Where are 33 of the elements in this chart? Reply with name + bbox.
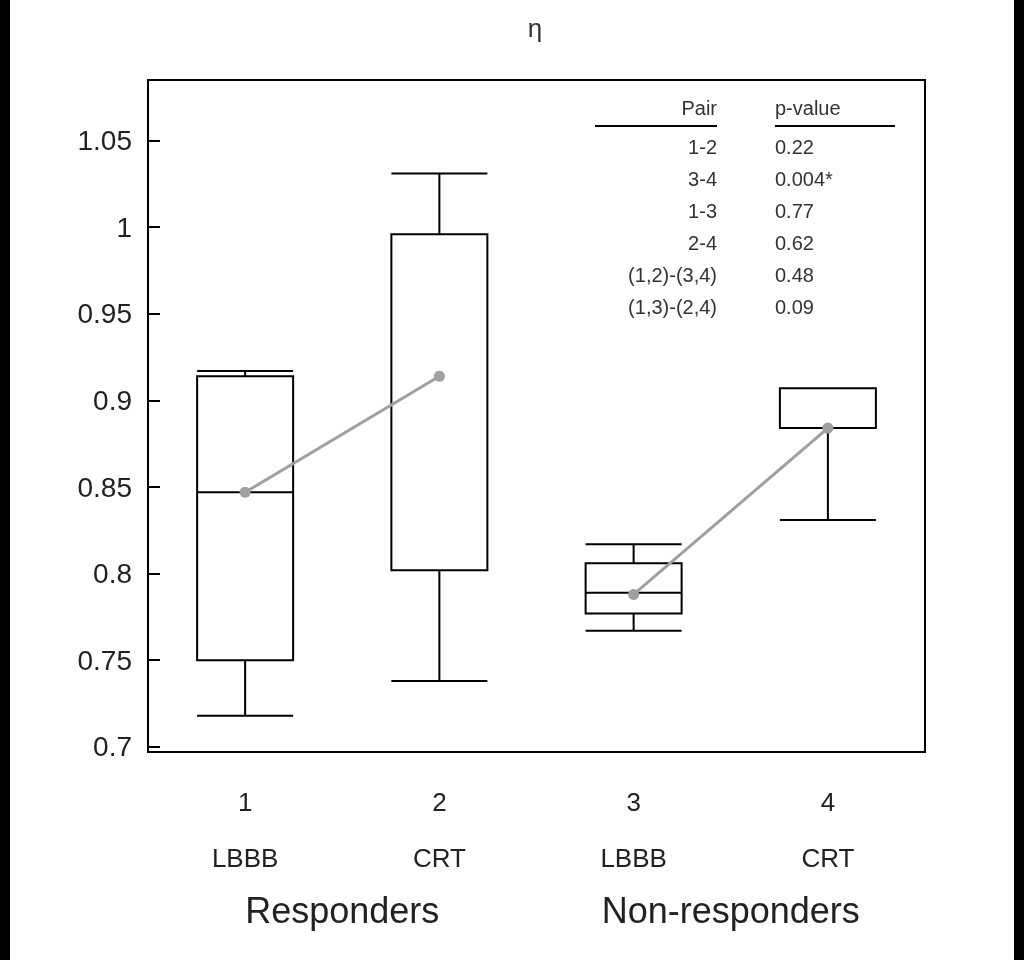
annotation: (1,3)-(2,4) <box>627 295 717 320</box>
annotation: 2-4 <box>687 231 717 256</box>
annotation: 3-4 <box>687 167 717 192</box>
y-tick-label: 1 <box>116 211 132 243</box>
y-tick-label: 0.95 <box>77 298 132 330</box>
y-tick-label: 0.85 <box>77 471 132 503</box>
annotation: Pair <box>595 96 717 126</box>
annotation: 0.62 <box>775 231 815 256</box>
point <box>433 370 445 382</box>
annotation: 1-3 <box>687 199 717 224</box>
chart-title: η <box>527 13 543 43</box>
point <box>628 588 640 600</box>
annotation: (1,2)-(3,4) <box>627 263 717 288</box>
annotation: 0.22 <box>775 135 815 160</box>
y-tick-label: 0.8 <box>93 558 132 590</box>
y-tick-label: 1.05 <box>77 125 132 157</box>
x-tick-label: 3 LBBB <box>600 787 667 873</box>
point <box>239 486 251 498</box>
annotation: 0.48 <box>775 263 815 288</box>
y-tick-label: 0.7 <box>93 731 132 763</box>
annotation: 1-2 <box>687 135 717 160</box>
text: Non-responders <box>600 890 861 932</box>
x-tick-label: 2 CRT <box>412 787 466 873</box>
annotation: 0.004* <box>775 167 834 192</box>
annotation: 0.77 <box>775 199 815 224</box>
annotation: p-value <box>775 96 895 126</box>
x-tick-label: 4 CRT <box>801 787 855 873</box>
annotation: 0.09 <box>775 295 815 320</box>
y-tick-label: 0.9 <box>93 384 132 416</box>
y-tick-label: 0.75 <box>77 644 132 676</box>
text: Responders <box>244 890 441 932</box>
x-tick-label: 1 LBBB <box>211 787 279 873</box>
point <box>822 422 834 434</box>
